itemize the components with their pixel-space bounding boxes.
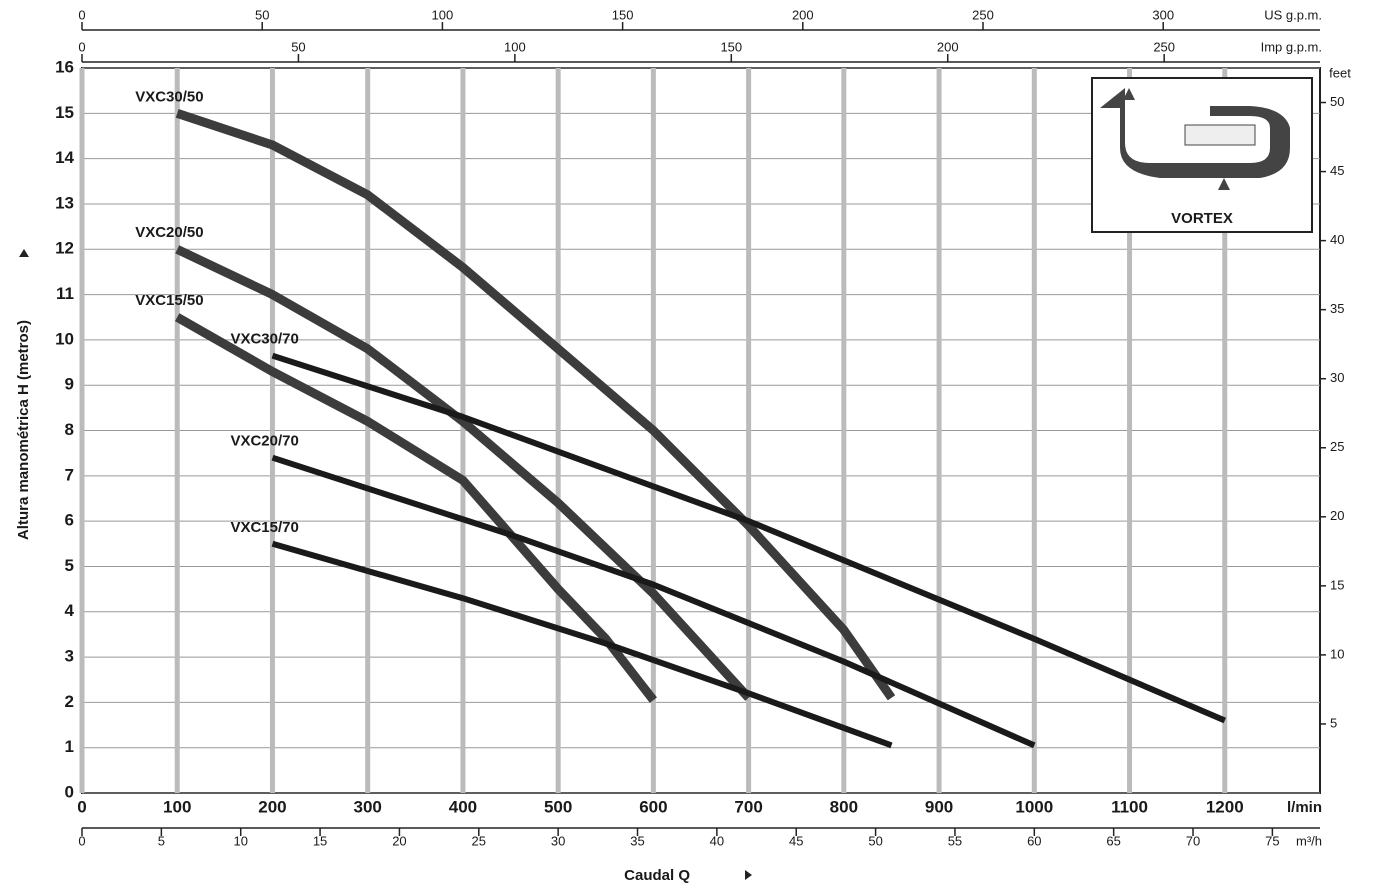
y-arrow: [19, 249, 29, 257]
series-label: VXC30/50: [135, 88, 203, 105]
x-axis-label: Caudal Q: [624, 867, 690, 884]
y-tick-label: 10: [55, 329, 74, 348]
x-tick-label: 400: [449, 797, 477, 816]
secondary-tick-label: 20: [392, 833, 406, 848]
y-tick-label: 15: [55, 103, 74, 122]
x-tick-label: 600: [639, 797, 667, 816]
secondary-tick-label: 55: [948, 833, 962, 848]
secondary-tick-label: 35: [630, 833, 644, 848]
secondary-axis-unit: feet: [1329, 65, 1351, 80]
secondary-tick-label: 100: [432, 7, 454, 22]
page: {"chart_data": { "type": "line", "xlabel…: [0, 0, 1374, 889]
secondary-tick-label: 300: [1152, 7, 1174, 22]
secondary-tick-label: 100: [504, 39, 526, 54]
secondary-tick-label: 40: [710, 833, 724, 848]
x-tick-label: 300: [354, 797, 382, 816]
x-tick-label: 1200: [1206, 797, 1244, 816]
secondary-tick-label: 50: [868, 833, 882, 848]
secondary-tick-label: 0: [78, 833, 85, 848]
secondary-tick-label: 0: [78, 39, 85, 54]
secondary-tick-label: 50: [291, 39, 305, 54]
secondary-tick-label: 30: [551, 833, 565, 848]
secondary-tick-label: 65: [1106, 833, 1120, 848]
secondary-tick-label: 0: [78, 7, 85, 22]
secondary-tick-label: 20: [1330, 508, 1344, 523]
secondary-tick-label: 15: [1330, 577, 1344, 592]
secondary-tick-label: 15: [313, 833, 327, 848]
chart: Altura manométrica H (metros) Caudal Q l…: [0, 0, 1374, 889]
y-tick-label: 2: [65, 692, 74, 711]
y-tick-label: 16: [55, 57, 74, 76]
secondary-axis-unit: m³/h: [1296, 833, 1322, 848]
secondary-tick-label: 25: [1330, 439, 1344, 454]
series-label: VXC15/70: [230, 519, 298, 536]
series-label: VXC20/50: [135, 224, 203, 241]
y-tick-label: 7: [65, 465, 74, 484]
secondary-tick-label: 30: [1330, 370, 1344, 385]
secondary-tick-label: 75: [1265, 833, 1279, 848]
x-tick-label: 700: [734, 797, 762, 816]
series-label: VXC30/70: [230, 331, 298, 348]
secondary-axis-unit: Imp g.p.m.: [1261, 39, 1322, 54]
inset: VORTEX: [1092, 78, 1312, 232]
secondary-tick-label: 60: [1027, 833, 1041, 848]
secondary-tick-label: 10: [1330, 646, 1344, 661]
y-tick-label: 5: [65, 556, 74, 575]
secondary-tick-label: 250: [972, 7, 994, 22]
secondary-axis-unit: US g.p.m.: [1264, 7, 1322, 22]
x-tick-label: 200: [258, 797, 286, 816]
x-tick-label: 100: [163, 797, 191, 816]
secondary-tick-label: 10: [233, 833, 247, 848]
y-tick-label: 8: [65, 420, 74, 439]
series-label: VXC15/50: [135, 292, 203, 309]
secondary-tick-label: 5: [1330, 715, 1337, 730]
y-tick-label: 1: [65, 737, 74, 756]
secondary-tick-label: 70: [1186, 833, 1200, 848]
x-tick-label: 0: [77, 797, 86, 816]
x-tick-label: 1100: [1111, 797, 1148, 816]
secondary-tick-label: 45: [1330, 163, 1344, 178]
secondary-tick-label: 25: [472, 833, 486, 848]
secondary-tick-label: 150: [612, 7, 634, 22]
secondary-tick-label: 200: [792, 7, 814, 22]
x-tick-label: 500: [544, 797, 572, 816]
secondary-tick-label: 50: [255, 7, 269, 22]
y-tick-label: 3: [65, 647, 74, 666]
y-tick-label: 0: [65, 782, 74, 801]
x-tick-label: 1000: [1015, 797, 1053, 816]
series-label: VXC20/70: [230, 433, 298, 450]
x-tick-label: 800: [830, 797, 858, 816]
secondary-tick-label: 50: [1330, 94, 1344, 109]
x-unit: l/min: [1287, 799, 1322, 816]
y-tick-label: 11: [56, 284, 74, 303]
x-tick-label: 900: [925, 797, 953, 816]
secondary-tick-label: 250: [1153, 39, 1175, 54]
x-arrow: [745, 870, 752, 880]
secondary-tick-label: 40: [1330, 232, 1344, 247]
y-tick-label: 4: [65, 601, 75, 620]
y-tick-label: 14: [55, 148, 74, 167]
y-tick-label: 12: [55, 239, 74, 258]
secondary-tick-label: 45: [789, 833, 803, 848]
secondary-tick-label: 150: [720, 39, 742, 54]
inset-label: VORTEX: [1171, 210, 1233, 227]
y-tick-label: 9: [65, 375, 74, 394]
secondary-tick-label: 5: [158, 833, 165, 848]
secondary-tick-label: 200: [937, 39, 959, 54]
y-tick-label: 6: [65, 511, 74, 530]
secondary-tick-label: 35: [1330, 301, 1344, 316]
y-axis-label: Altura manométrica H (metros): [15, 320, 32, 540]
inset-impeller: [1185, 125, 1255, 145]
y-tick-label: 13: [55, 193, 74, 212]
